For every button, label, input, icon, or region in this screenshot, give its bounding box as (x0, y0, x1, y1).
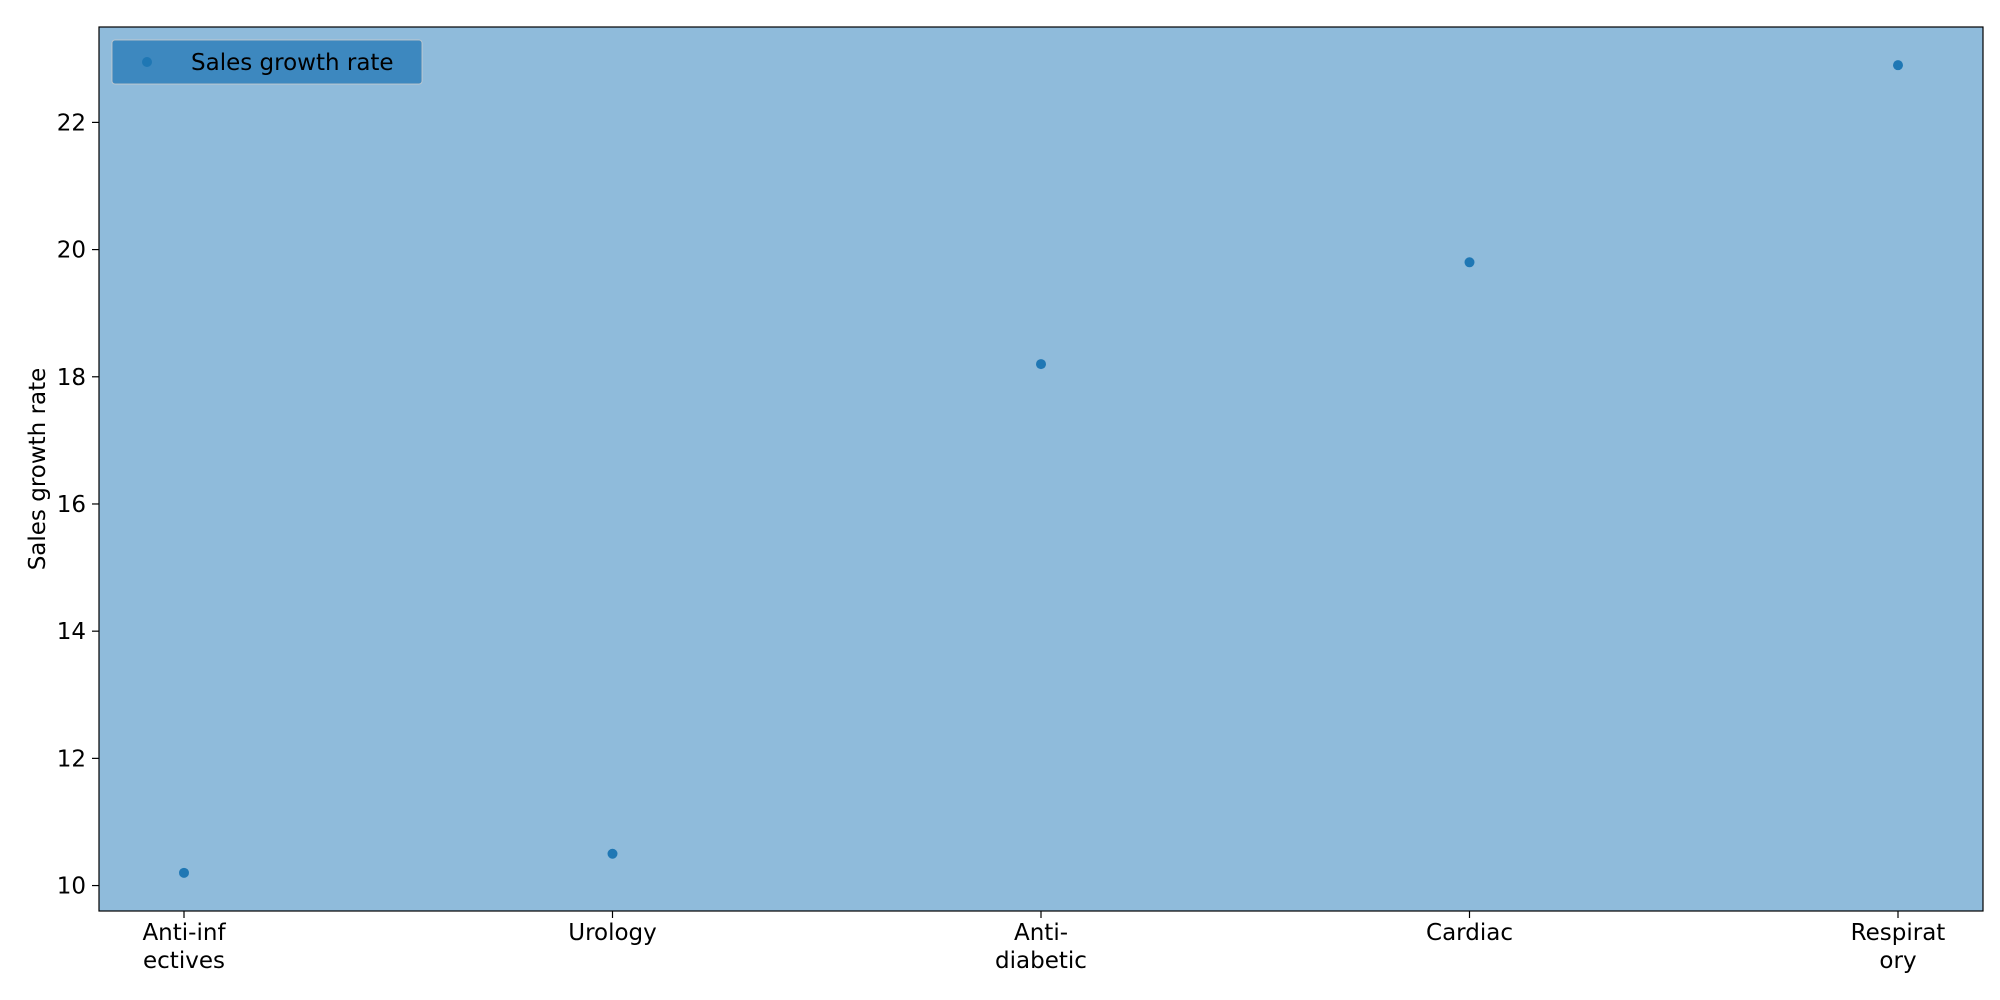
x-tick-label: Cardiac (1426, 920, 1513, 946)
y-tick-label: 18 (57, 365, 86, 391)
data-points (179, 60, 1903, 878)
y-tick-label: 12 (57, 746, 86, 772)
legend-box (111, 39, 423, 85)
data-point (1893, 60, 1903, 71)
data-point (1036, 359, 1046, 370)
y-tick-label: 16 (57, 492, 86, 518)
y-tick-label: 22 (57, 110, 86, 136)
y-tick-label: 14 (57, 619, 86, 645)
legend-marker (142, 57, 152, 67)
legend-label: Sales growth rate (191, 50, 394, 76)
x-tick-label: Respirat ory (1851, 920, 1946, 974)
data-point (607, 848, 618, 859)
y-tick-label: 10 (57, 874, 86, 900)
data-point (1464, 257, 1475, 268)
x-axis-ticks: Anti-inf ectives Urology Anti-diabetic Cardi… (142, 911, 1945, 974)
legend: Sales growth rate (111, 39, 423, 85)
x-tick-label: Anti-diabetic (995, 920, 1087, 974)
plot-area (98, 26, 1984, 912)
data-point (179, 867, 189, 878)
y-axis-label: Sales growth rate (25, 368, 51, 571)
y-axis-ticks: 10 12 14 16 18 20 22 (57, 110, 99, 900)
x-tick-label: Anti-inf ectives (142, 920, 226, 974)
x-tick-label: Urology (568, 920, 657, 946)
y-tick-label: 20 (57, 238, 86, 264)
